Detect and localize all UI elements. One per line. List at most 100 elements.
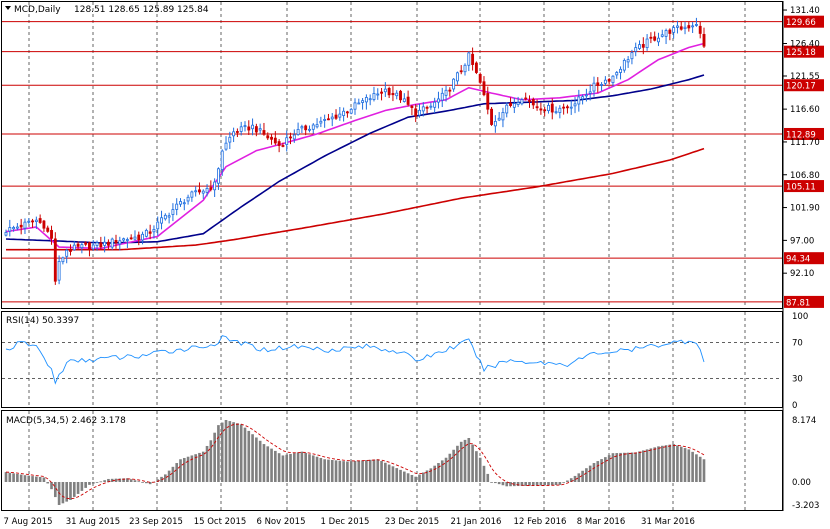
ma-line-fast	[5, 42, 705, 250]
candle-body	[554, 111, 558, 114]
macd-bar	[281, 455, 285, 482]
candle-body	[562, 106, 566, 109]
macd-bar	[232, 422, 235, 482]
macd-bar	[133, 480, 137, 482]
macd-bar	[531, 482, 535, 486]
grid-lines	[2, 2, 782, 510]
candle-body	[683, 26, 687, 30]
candle-body	[289, 136, 292, 139]
macd-bar	[547, 482, 550, 486]
candle-body	[277, 141, 281, 146]
macd-bar	[311, 455, 315, 482]
candle-body	[209, 187, 213, 190]
price-tick-label: 126.40	[790, 40, 820, 50]
candle-body	[110, 238, 114, 248]
candle-body	[687, 25, 691, 29]
candle-body	[596, 82, 600, 86]
candle-body	[205, 188, 209, 193]
candle-body	[311, 124, 315, 130]
level-tag-label: 94.34	[786, 255, 810, 265]
candle-body	[463, 64, 467, 73]
macd-bar	[569, 478, 573, 482]
macd-bar	[657, 446, 660, 482]
candle-body	[615, 72, 619, 76]
macd-bar	[72, 482, 76, 497]
candle-body	[691, 25, 695, 28]
macd-bar	[585, 468, 588, 482]
candle-body	[474, 62, 478, 73]
symbol-label: MCD,Daily	[14, 5, 61, 15]
rsi-indicator	[5, 335, 705, 385]
candle-body	[649, 36, 653, 39]
time-axis-label: 8 Mar 2016	[577, 517, 625, 527]
macd-bar	[61, 482, 65, 504]
candle-body	[95, 242, 99, 246]
candle-body	[8, 227, 12, 232]
candle-body	[380, 91, 383, 94]
price-tick-label: 121.55	[790, 72, 820, 82]
candle-body	[103, 241, 107, 246]
macd-bar	[687, 449, 691, 482]
macd-bar	[482, 465, 486, 482]
macd-bar	[327, 459, 330, 482]
macd-bar	[315, 456, 319, 482]
macd-bar	[103, 480, 106, 482]
candle-body	[106, 241, 110, 246]
candle-body	[216, 168, 220, 184]
candle-body	[471, 53, 475, 65]
candle-body	[50, 229, 53, 239]
level-tag: 105.11	[784, 180, 824, 193]
macd-bar	[433, 465, 436, 482]
macd-bar	[452, 449, 455, 482]
macd-bar	[16, 473, 19, 482]
macd-bar	[8, 472, 12, 482]
candle-body	[258, 128, 262, 131]
candle-body	[345, 111, 349, 114]
macd-bar	[27, 475, 31, 482]
macd-bar	[368, 459, 372, 482]
level-tag: 94.34	[784, 252, 824, 265]
candle-body	[524, 97, 528, 100]
macd-bar	[698, 456, 702, 482]
candle-body	[308, 128, 311, 131]
candle-body	[611, 75, 615, 84]
macd-bar	[600, 459, 603, 482]
macd-bar	[429, 468, 433, 482]
candle-body	[53, 238, 57, 282]
moving-averages	[5, 42, 705, 251]
price-axis: 129.66 125.18 120.17 112.89 105.11 94.34 87.81…	[783, 6, 824, 511]
macd-bar	[410, 474, 414, 482]
macd-bar	[107, 478, 110, 482]
macd-bar	[167, 470, 171, 482]
macd-bar	[270, 448, 273, 482]
candle-body	[455, 72, 459, 82]
candle-body	[254, 126, 258, 133]
candle-body	[273, 137, 277, 144]
candle-body	[243, 125, 247, 128]
macd-bar	[110, 478, 114, 482]
candle-body	[357, 102, 361, 105]
macd-bar	[205, 445, 209, 482]
macd-bar	[76, 482, 80, 494]
candle-body	[175, 203, 179, 210]
candle-body	[334, 114, 338, 119]
macd-bar	[23, 475, 27, 482]
macd-bar	[456, 445, 459, 482]
candle-body	[144, 229, 148, 237]
candle-body	[23, 221, 27, 229]
candle-body	[315, 124, 319, 128]
candle-body	[391, 93, 395, 96]
time-axis-label: 23 Dec 2015	[385, 517, 439, 527]
macd-bar	[543, 482, 546, 486]
macd-bar	[357, 460, 361, 482]
macd-bar	[402, 471, 406, 482]
level-tag-bg	[784, 15, 824, 28]
candle-body	[251, 124, 255, 130]
candle-body	[497, 117, 501, 121]
time-axis-label: 15 Oct 2015	[194, 517, 247, 527]
macd-bar	[255, 437, 258, 482]
candle-body	[84, 242, 88, 245]
candle-body	[76, 243, 80, 247]
candle-body	[486, 93, 490, 110]
dropdown-triangle-icon[interactable]	[5, 6, 11, 10]
